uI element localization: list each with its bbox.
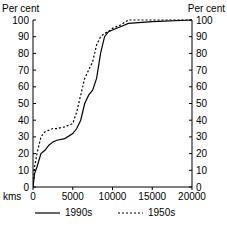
y2-tick-label: 90 [196, 31, 208, 42]
y-tick-label: 20 [18, 148, 30, 159]
y-tick-label: 30 [18, 131, 30, 142]
x-tick [112, 187, 113, 190]
y2-tick-label: 70 [196, 65, 208, 76]
y-tick [33, 36, 36, 37]
y2-tick-label: 50 [196, 98, 208, 109]
x-tick-label: 15000 [138, 191, 166, 202]
x-tick-label: 5000 [62, 191, 85, 202]
y2-tick [189, 86, 192, 87]
legend-swatch [118, 212, 143, 213]
y2-tick-label: 20 [196, 148, 208, 159]
x-tick [33, 187, 34, 190]
y-tick-label: 50 [18, 98, 30, 109]
x-tick [72, 187, 73, 190]
y2-tick-label: 100 [196, 15, 213, 26]
y-tick-label: 10 [18, 165, 30, 176]
y-tick [33, 120, 36, 121]
legend-swatch [35, 212, 60, 213]
y-tick [33, 20, 36, 21]
y-tick-label: 0 [23, 182, 29, 193]
y-tick [33, 153, 36, 154]
y-tick-label: 80 [18, 48, 30, 59]
y-tick [33, 86, 36, 87]
plot-area [33, 20, 192, 187]
y2-tick [189, 70, 192, 71]
y2-tick [189, 36, 192, 37]
legend-label: 1990s [65, 207, 92, 218]
y2-tick [189, 120, 192, 121]
x-tick-label: 10000 [99, 191, 127, 202]
line-series [33, 20, 192, 187]
y-tick [33, 53, 36, 54]
y2-tick [189, 53, 192, 54]
y2-tick-label: 80 [196, 48, 208, 59]
chart: 0 10 20 30 40 50 60 70 80 90 100 0 10 20 30 40 50 60 70 80 9… [0, 0, 227, 227]
y2-tick [189, 170, 192, 171]
y2-tick-label: 40 [196, 115, 208, 126]
x-tick [192, 187, 193, 190]
y-tick-label: 100 [12, 15, 29, 26]
y-axis-label: Per cent [2, 3, 39, 14]
line-series [33, 20, 192, 187]
y-tick-label: 90 [18, 31, 30, 42]
y2-tick [189, 153, 192, 154]
y2-tick [189, 136, 192, 137]
y2-tick-label: 30 [196, 131, 208, 142]
y2-tick-label: 10 [196, 165, 208, 176]
x-axis-label: kms [3, 191, 21, 202]
x-tick-label: 20000 [178, 191, 206, 202]
x-tick-label: 0 [30, 191, 36, 202]
y-tick [33, 70, 36, 71]
y2-axis-label: Per cent [188, 3, 225, 14]
y-tick-label: 40 [18, 115, 30, 126]
y-tick-label: 70 [18, 65, 30, 76]
y2-tick [189, 103, 192, 104]
y-tick [33, 136, 36, 137]
y-tick-label: 60 [18, 81, 30, 92]
x-tick [152, 187, 153, 190]
y-tick [33, 103, 36, 104]
legend-label: 1950s [148, 207, 175, 218]
y2-tick-label: 60 [196, 81, 208, 92]
